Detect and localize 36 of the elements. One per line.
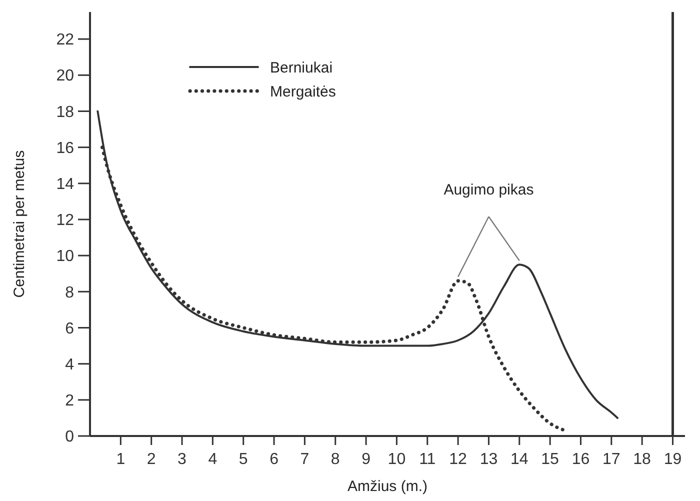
y-tick-label: 8	[65, 284, 74, 302]
y-tick-label: 18	[56, 104, 74, 121]
y-tick-label: 22	[56, 32, 74, 49]
y-tick-label: 14	[56, 176, 74, 194]
x-tick-label: 6	[270, 451, 279, 468]
y-tick-label: 4	[65, 356, 74, 374]
y-tick-label: 16	[56, 140, 74, 157]
x-tick-label: 12	[449, 451, 468, 468]
y-tick-label: 0	[65, 428, 74, 446]
y-tick-label: 2	[65, 392, 74, 410]
x-tick-label: 13	[480, 451, 498, 468]
legend-label: Mergaitės	[270, 83, 336, 100]
y-tick-label: 10	[56, 248, 74, 266]
legend-label: Berniukai	[270, 59, 333, 76]
x-tick-label: 18	[633, 451, 652, 468]
y-tick-label: 20	[56, 68, 74, 85]
x-tick-label: 5	[238, 451, 248, 468]
y-tick-label: 12	[56, 212, 74, 230]
y-axis-title: Centimetrai per metus	[11, 150, 28, 298]
x-tick-label: 16	[572, 451, 590, 468]
x-tick-label: 17	[602, 451, 620, 468]
x-axis-title: Amžius (m.)	[348, 478, 428, 495]
x-tick-label: 11	[419, 451, 436, 468]
x-tick-label: 2	[146, 451, 156, 468]
x-tick-label: 7	[300, 451, 310, 468]
y-tick-label: 6	[65, 320, 74, 338]
x-tick-label: 4	[208, 451, 218, 468]
x-tick-label: 3	[178, 451, 187, 468]
x-tick-label: 19	[664, 451, 682, 468]
x-tick-label: 1	[116, 451, 126, 468]
x-tick-label: 14	[510, 451, 528, 468]
x-tick-label: 15	[541, 451, 560, 468]
x-tick-label: 9	[362, 451, 371, 468]
x-tick-label: 10	[388, 451, 406, 468]
x-tick-label: 8	[330, 451, 340, 468]
annotation: Augimo pikas	[444, 182, 534, 199]
